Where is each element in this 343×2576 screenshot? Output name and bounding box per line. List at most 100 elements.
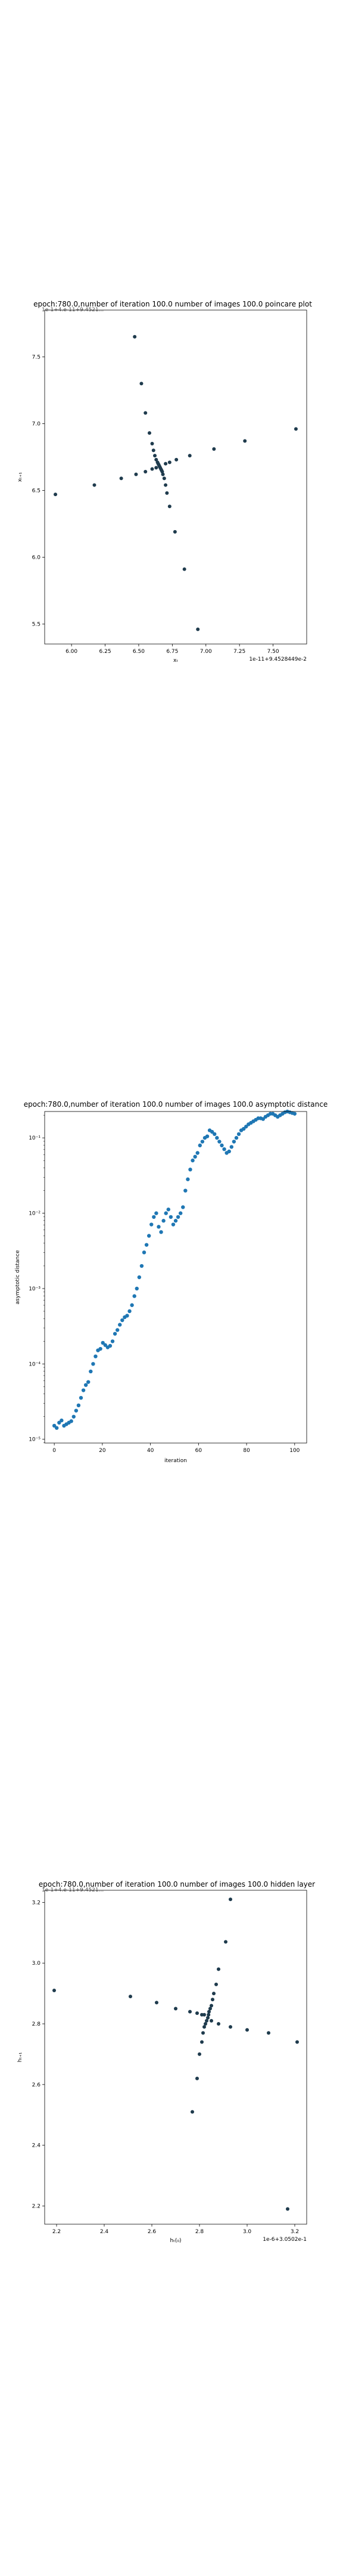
data-point [220,1143,224,1148]
data-point [202,2025,206,2029]
data-point [286,2207,289,2211]
y-tick-label: 10⁻² [29,1211,40,1217]
y-tick-label: 10⁻³ [29,1286,40,1292]
data-point [60,1418,64,1423]
data-point [81,1388,86,1392]
data-point [243,439,247,443]
data-point [92,483,96,487]
data-point [76,1403,81,1408]
data-point [215,1136,219,1140]
data-point [165,491,169,495]
data-point [150,467,154,471]
data-point [151,448,155,453]
data-point [110,1339,115,1343]
data-point [227,1149,231,1154]
data-point [130,1303,134,1307]
data-point [198,2052,201,2056]
data-point [204,2022,207,2026]
y-tick-label: 5.5 [32,621,40,627]
data-point [159,1230,163,1234]
data-point [152,1215,156,1219]
data-point [188,454,192,458]
x-offset-text: 1e-6+3.0502e-1 [263,2237,307,2243]
data-point [213,1132,217,1137]
data-point [245,2028,249,2032]
x-offset-text: 1e-11+9.4528449e-2 [249,657,307,662]
data-point [127,1309,132,1314]
x-axis-label: iteration [164,1458,187,1464]
data-point [212,447,216,451]
data-point [201,2031,205,2035]
y-tick-label: 6.5 [32,488,40,494]
data-point [217,2022,220,2026]
chart-title: epoch:780.0,number of iteration 100.0 nu… [39,1880,315,1888]
data-point [214,1982,218,1986]
x-tick-label: 2.8 [195,2229,204,2235]
x-tick-label: 60 [195,1448,202,1454]
data-point [166,1208,170,1212]
data-point [193,1154,197,1159]
data-point [129,1995,132,1999]
data-point [207,2012,211,2017]
data-point [135,1286,139,1291]
x-tick-label: 7.00 [200,649,212,655]
data-point [89,1369,93,1374]
y-tick-label: 3.2 [32,1900,40,1906]
data-point [178,1211,183,1215]
data-point [155,2001,158,2005]
data-point [222,1147,226,1151]
data-point [108,1343,113,1348]
data-point [217,1140,222,1144]
y-axis-label: xₜ₊₁ [17,472,23,482]
chart-title: epoch:780.0,number of iteration 100.0 nu… [24,1100,328,1109]
data-point [174,457,179,462]
data-point [71,1414,76,1419]
data-point [54,493,58,497]
x-tick-label: 6.75 [166,649,178,655]
data-point [153,454,157,458]
data-point [234,1136,239,1140]
y-axis-label: hₜ₊₁ [17,2052,23,2062]
data-point [205,2018,208,2023]
y-tick-label: 2.2 [32,2203,40,2209]
data-point [86,1380,91,1384]
data-point [183,1188,188,1193]
data-point [176,1215,180,1219]
data-point [160,470,164,474]
x-tick-label: 2.4 [100,2229,109,2235]
data-point [55,1426,59,1430]
x-tick-label: 20 [99,1448,106,1454]
data-point [113,1332,117,1336]
poincare-plot-chart: epoch:780.0,number of iteration 100.0 nu… [17,300,312,664]
data-point [205,1134,210,1138]
data-point [161,472,165,476]
x-tick-label: 7.25 [233,649,245,655]
data-point [244,1125,248,1129]
data-point [229,1145,234,1149]
data-point [119,476,123,481]
data-point [83,1383,88,1387]
x-axis-label: hₜ(₀) [170,2238,182,2244]
data-point [195,2011,199,2015]
data-point [292,1111,297,1116]
x-tick-label: 3.0 [243,2229,252,2235]
data-point [154,466,158,470]
x-tick-label: 100 [289,1448,300,1454]
data-point [210,2004,213,2008]
y-tick-label: 10⁻⁵ [29,1437,40,1443]
data-point [210,2018,213,2023]
data-point [295,2040,299,2044]
data-point [93,1354,98,1358]
data-point [157,1225,161,1229]
data-point [182,567,186,571]
data-point [134,472,138,476]
y-tick-label: 2.6 [32,2082,41,2088]
data-point [144,411,148,415]
data-point [232,1140,236,1144]
data-point [229,1897,232,1902]
data-point [224,1940,227,1944]
y-tick-label: 7.5 [32,354,40,360]
data-point [211,1998,214,2002]
plot-frame [44,309,307,645]
hidden-layer-chart: epoch:780.0,number of iteration 100.0 nu… [17,1880,315,2244]
